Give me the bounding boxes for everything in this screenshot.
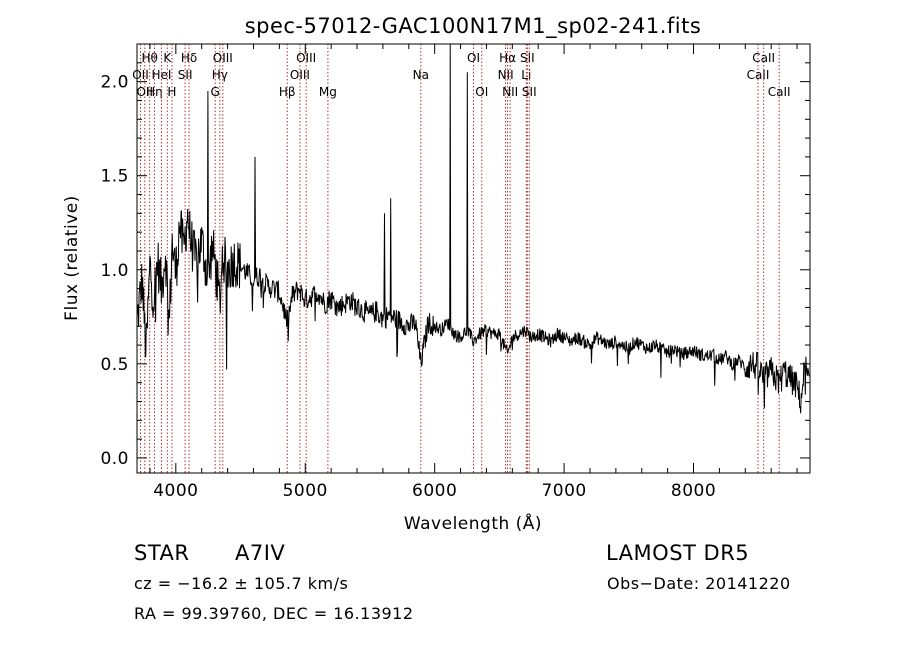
spectral-line-label: Mg — [319, 85, 337, 99]
spectral-line-label: OIII — [213, 51, 233, 65]
spectral-line-label: CaII — [747, 68, 770, 82]
coordinates: RA = 99.39760, DEC = 16.13912 — [134, 604, 414, 623]
spectral-line-label: OIII — [296, 51, 316, 65]
x-axis-label: Wavelength (Å) — [404, 512, 542, 534]
y-tick-label: 0.5 — [100, 355, 129, 375]
spectral-line-label: CaII — [768, 85, 791, 99]
spectral-line-label: Li — [521, 68, 531, 82]
spectral-line-markers: OIIOIIHθHηHeIKHSIIHδGHγOIIIHβOIIIOIIIMgN… — [132, 44, 791, 473]
spectral-line-label: NII — [498, 68, 514, 82]
spectral-line-label: OIII — [290, 68, 310, 82]
x-tick-label: 4000 — [153, 481, 198, 501]
spectral-line-label: NII — [502, 85, 518, 99]
y-tick-label: 2.0 — [100, 73, 129, 93]
object-subclass: A7IV — [235, 541, 286, 565]
x-tick-label: 5000 — [283, 481, 328, 501]
x-tick-label: 8000 — [671, 481, 716, 501]
spectrum-series — [136, 43, 810, 414]
spectral-line-label: SII — [522, 85, 537, 99]
spectral-line-label: H — [167, 85, 176, 99]
spectral-line-label: HeI — [151, 68, 171, 82]
x-tick-label: 7000 — [541, 481, 586, 501]
spectral-line-label: Hα — [499, 51, 516, 65]
y-tick-label: 0.0 — [100, 449, 129, 469]
spectral-line-label: Hη — [146, 85, 163, 99]
spectral-line-label: CaII — [752, 51, 775, 65]
spectral-line-label: K — [163, 51, 172, 65]
y-tick-label: 1.5 — [100, 167, 129, 187]
object-type: STAR — [134, 541, 190, 565]
chart-title: spec-57012-GAC100N17M1_sp02-241.fits — [245, 14, 702, 39]
y-tick-label: 1.0 — [100, 261, 129, 281]
spectral-line-label: Hβ — [279, 85, 296, 99]
y-axis: 0.0 0.5 1.0 1.5 2.0 — [100, 62, 810, 469]
x-axis: 4000 5000 6000 7000 8000 — [149, 44, 798, 501]
spectral-line-label: SII — [520, 51, 535, 65]
observation-date: Obs−Date: 20141220 — [607, 574, 791, 593]
spectral-line-label: OI — [467, 51, 480, 65]
survey-label: LAMOST DR5 — [606, 541, 750, 565]
x-tick-label: 6000 — [412, 481, 457, 501]
spectral-line-label: OI — [475, 85, 488, 99]
spectral-line-label: Hγ — [212, 68, 228, 82]
spectral-line-label: Na — [413, 68, 429, 82]
redshift-cz: cz = −16.2 ± 105.7 km/s — [134, 574, 349, 593]
spectral-line-label: Hθ — [141, 51, 157, 65]
spectral-line-label: OII — [132, 68, 149, 82]
spectral-line-label: G — [211, 85, 220, 99]
spectral-line-label: SII — [178, 68, 193, 82]
spectral-line-label: OII — [136, 85, 153, 99]
y-axis-label: Flux (relative) — [62, 195, 82, 321]
spectrum-line — [136, 43, 810, 414]
plot-frame — [136, 43, 811, 474]
spectral-line-label: Hδ — [181, 51, 197, 65]
